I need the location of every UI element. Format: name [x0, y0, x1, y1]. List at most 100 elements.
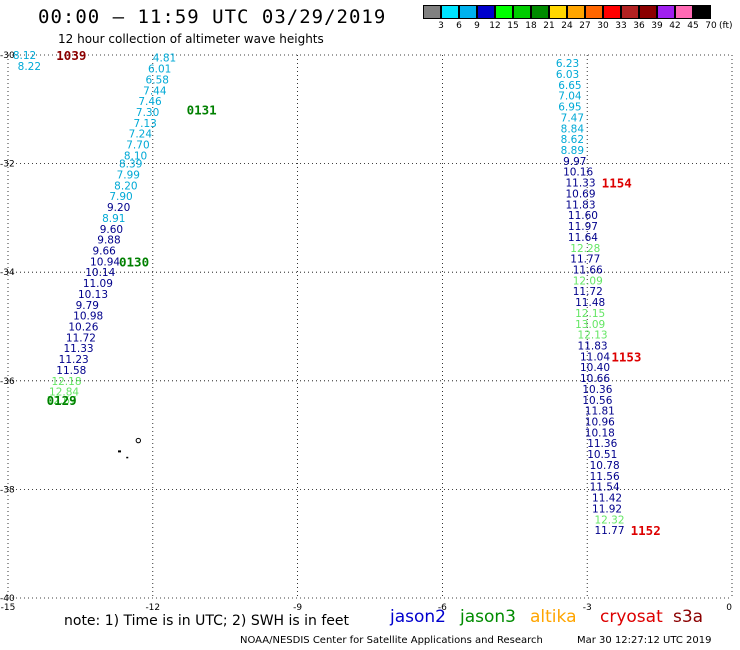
island-marker [135, 437, 142, 444]
wave-height-value: 10.26 [68, 322, 98, 334]
wave-height-value: 10.66 [580, 373, 610, 385]
colorbar-swatch [531, 5, 549, 19]
colorbar-labels: 3 6 9 12 15 18 21 24 27 30 33 36 39 42 45 70 [423, 21, 740, 33]
wave-height-value: 8.62 [561, 134, 584, 146]
credit-footer: NOAA/NESDIS Center for Satellite Applica… [240, 635, 543, 646]
colorbar-tick-label: 30 [597, 21, 609, 31]
wave-height-value: 12.28 [570, 243, 600, 255]
colorbar-swatch [459, 5, 477, 19]
time-range: 00:00 – 11:59 UTC [38, 6, 250, 28]
wave-height-value: 11.58 [56, 365, 86, 377]
colorbar-tick-label: 42 [669, 21, 681, 31]
wave-height-value: 10.56 [582, 395, 612, 407]
wave-height-value: 11.23 [59, 354, 89, 366]
wave-height-values: 8.128.22 4.816.016.587.447.467.307.137.24… [13, 50, 625, 537]
wave-height-value: 12.32 [594, 514, 624, 526]
legend-jason3: jason3 [460, 607, 516, 627]
wave-height-value: 9.88 [97, 235, 120, 247]
island-marker [118, 450, 122, 453]
wave-height-value: 8.22 [18, 61, 41, 73]
wave-height-value: 10.51 [587, 449, 617, 461]
wave-height-value: 7.30 [136, 107, 159, 119]
colorbar-swatch [657, 5, 675, 19]
colorbar-swatch [693, 5, 711, 19]
wave-height-value: 4.81 [153, 53, 176, 65]
wave-height-value: 11.56 [590, 471, 620, 483]
title-date: 03/29/2019 [261, 6, 387, 28]
y-tick-label: -38 [0, 485, 15, 495]
wave-height-value: 11.66 [573, 264, 603, 276]
islands [118, 437, 142, 459]
wave-height-value: 8.20 [114, 180, 137, 192]
wave-height-value: 9.20 [107, 202, 130, 214]
wave-height-value: 8.91 [102, 213, 125, 225]
wave-height-value: 12.84 [49, 387, 79, 399]
wave-height-value: 11.83 [565, 199, 595, 211]
wave-height-value: 9.66 [92, 245, 116, 257]
colorbar-tick-label: 70 [705, 21, 717, 31]
map-subtitle: 12 hour collection of altimeter wave hei… [58, 32, 324, 46]
colorbar-swatch [585, 5, 603, 19]
legend-s3a: s3a [673, 607, 704, 627]
wave-height-value: 11.04 [580, 351, 610, 363]
wave-height-value: 10.13 [78, 289, 108, 301]
x-tick-label: -12 [145, 603, 160, 613]
wave-height-value: 8.10 [124, 150, 147, 162]
pass-time-label: 0131 [187, 102, 217, 117]
wave-height-value: 8.12 [13, 50, 36, 62]
wave-height-value: 10.96 [585, 417, 615, 429]
colorbar-unit: (ft) [719, 21, 733, 31]
axis-ticks: -30-32-34-36-38-40-15 -12 -9 -6 -3 0 [0, 51, 732, 613]
colorbar-tick-label: 9 [474, 21, 480, 31]
wave-height-value: 12.09 [573, 275, 603, 287]
colorbar-swatch [441, 5, 459, 19]
wave-height-value: 7.24 [129, 129, 153, 141]
colorbar-tick-label: 3 [438, 21, 444, 31]
colorbar-swatch [513, 5, 531, 19]
wave-height-value: 11.83 [578, 341, 608, 353]
wave-height-value: 11.09 [83, 278, 113, 290]
colorbar-tick-label: 12 [489, 21, 501, 31]
y-tick-label: -40 [0, 594, 15, 604]
wave-height-value: 6.01 [148, 64, 171, 76]
wave-height-value: 12.15 [575, 308, 605, 320]
wave-height-value: 12.13 [578, 330, 608, 342]
wave-height-value: 10.40 [580, 362, 610, 374]
colorbar-swatch [567, 5, 585, 19]
wave-height-value: 8.84 [561, 123, 585, 135]
wave-height-value: 10.78 [590, 460, 620, 472]
colorbar-tick-label: 24 [561, 21, 573, 31]
wave-height-value: 11.33 [565, 178, 595, 190]
wave-height-value: 10.98 [73, 311, 103, 323]
x-tick-label: -15 [1, 603, 16, 613]
wave-height-value: 10.94 [90, 256, 120, 268]
map-grid [7, 54, 733, 599]
wave-height-value: 8.39 [119, 159, 142, 171]
wave-height-value: 6.95 [558, 102, 581, 114]
wave-height-value: 7.46 [138, 96, 162, 108]
wave-height-colorbar [423, 5, 711, 19]
wave-height-value: 9.97 [563, 156, 586, 168]
wave-height-value: 6.23 [556, 58, 579, 70]
y-tick-label: -36 [0, 377, 15, 387]
pass-time-label: 1154 [602, 176, 632, 191]
wave-height-value: 12.18 [51, 376, 81, 388]
wave-height-value: 11.72 [66, 332, 96, 344]
wave-height-value: 6.03 [556, 69, 579, 81]
colorbar-swatch [675, 5, 693, 19]
pass-time-label: 0129 [47, 393, 77, 408]
wave-height-value: 6.58 [146, 74, 169, 86]
wave-height-value: 11.97 [568, 221, 598, 233]
pass-time-label: 1152 [631, 523, 661, 538]
wave-height-value: 7.90 [109, 191, 132, 203]
wave-height-value: 11.54 [590, 482, 620, 494]
wave-height-value: 11.64 [568, 232, 598, 244]
wave-height-value: 7.47 [561, 112, 584, 124]
legend-cryosat: cryosat [600, 607, 663, 627]
wave-height-value: 11.81 [585, 406, 615, 418]
wave-height-value: 13.09 [575, 319, 605, 331]
colorbar-swatch [621, 5, 639, 19]
colorbar-swatch [639, 5, 657, 19]
pass-time-label: 0130 [119, 254, 149, 269]
